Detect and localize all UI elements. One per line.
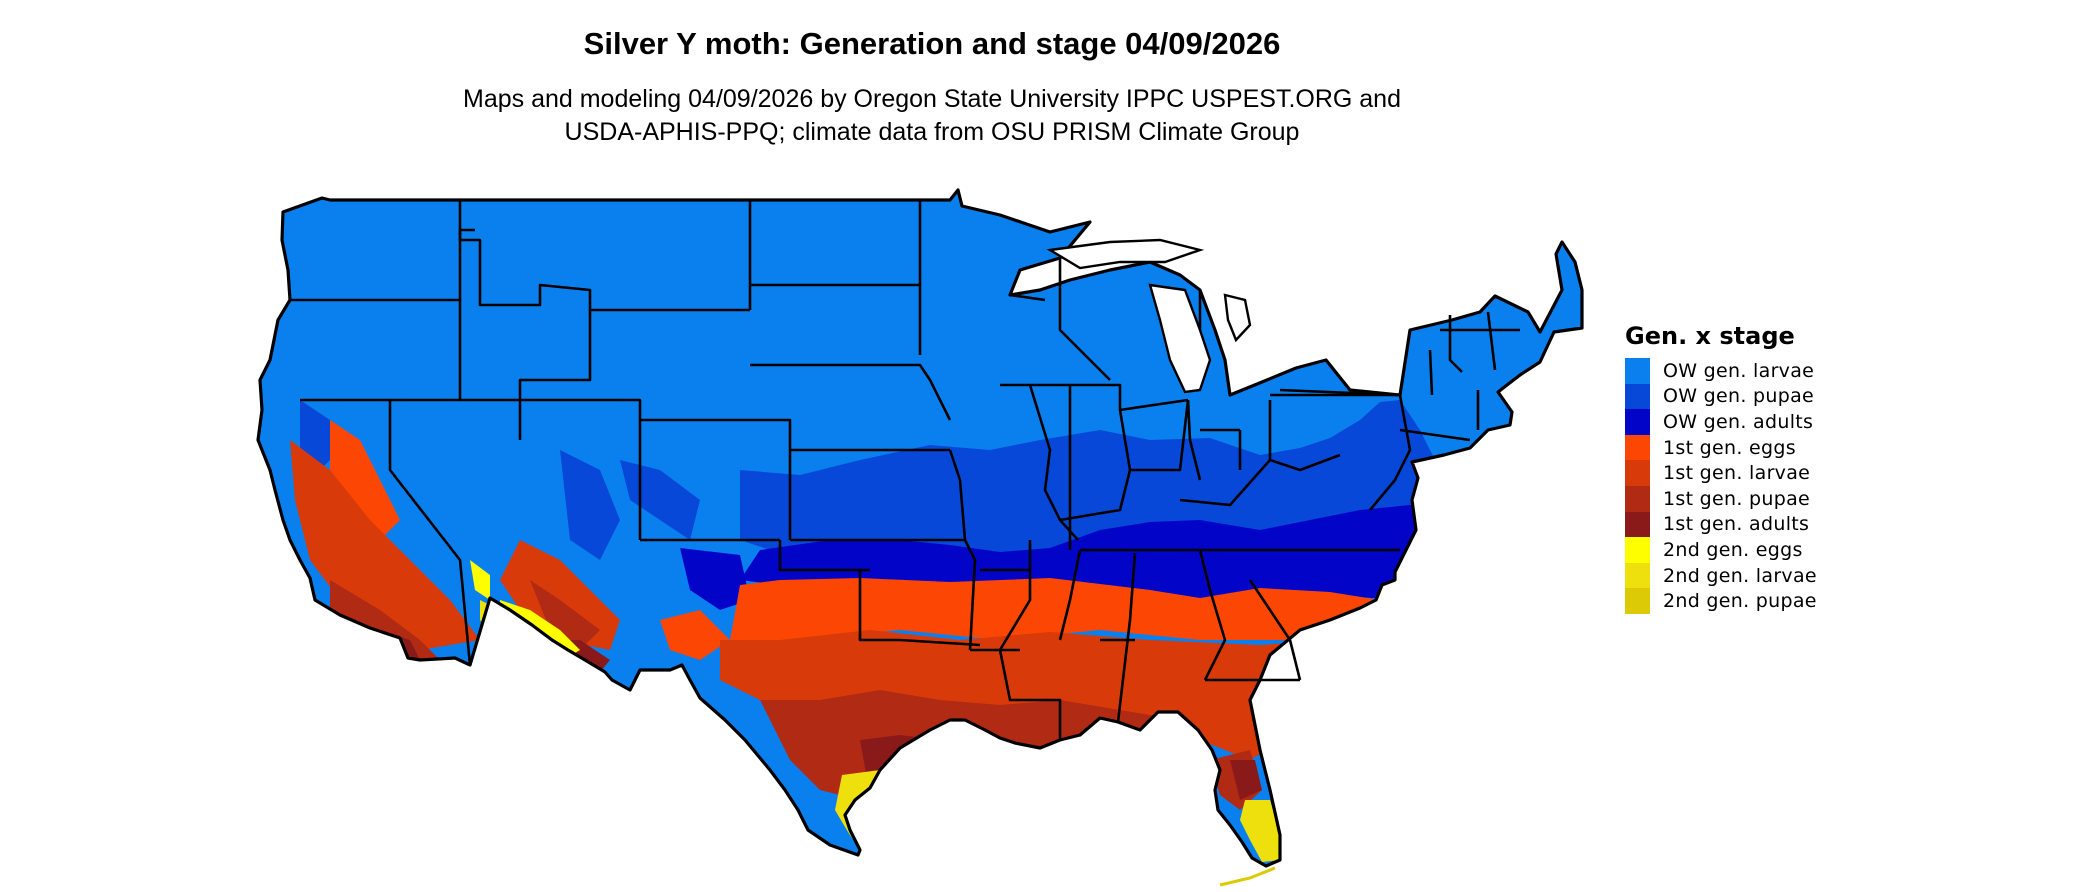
legend-swatch bbox=[1625, 358, 1650, 384]
zone-2nd-pupae bbox=[1250, 870, 1285, 888]
subtitle-line-1: Maps and modeling 04/09/2026 by Oregon S… bbox=[463, 85, 1401, 113]
zone-ow-adults bbox=[300, 460, 1480, 610]
legend-item: 2nd gen. larvae bbox=[1625, 562, 1817, 589]
legend-label: OW gen. larvae bbox=[1663, 359, 1815, 382]
legend-item: 1st gen. eggs bbox=[1625, 434, 1817, 461]
legend-item: 1st gen. adults bbox=[1625, 511, 1817, 538]
legend-label: 1st gen. pupae bbox=[1663, 487, 1811, 510]
legend-item: 2nd gen. pupae bbox=[1625, 588, 1817, 614]
zone-1st-larvae bbox=[290, 440, 1380, 760]
stage-legend: Gen. x stage OW gen. larvae OW gen. pupae… bbox=[1625, 322, 1817, 614]
legend-item: 1st gen. larvae bbox=[1625, 460, 1817, 486]
legend-title: Gen. x stage bbox=[1625, 322, 1795, 350]
stage-zones bbox=[258, 190, 1582, 888]
legend-label: 1st gen. adults bbox=[1663, 513, 1810, 536]
legend-swatch bbox=[1625, 562, 1650, 589]
great-lakes bbox=[1046, 238, 1252, 394]
zone-1st-eggs bbox=[330, 420, 1420, 660]
map-subtitle: Maps and modeling 04/09/2026 by Oregon S… bbox=[0, 83, 1864, 149]
legend-label: 2nd gen. eggs bbox=[1663, 538, 1803, 561]
legend-item: 1st gen. pupae bbox=[1625, 485, 1817, 512]
legend-item: OW gen. larvae bbox=[1625, 358, 1817, 384]
lake-huron bbox=[1223, 293, 1252, 343]
lake-superior bbox=[1046, 238, 1205, 270]
zone-ow-pupae bbox=[300, 400, 1440, 560]
legend-swatch bbox=[1625, 588, 1650, 614]
legend-item: OW gen. adults bbox=[1625, 409, 1817, 435]
legend-label: 2nd gen. larvae bbox=[1663, 564, 1817, 587]
legend-swatch bbox=[1625, 485, 1650, 512]
legend-label: OW gen. adults bbox=[1663, 410, 1814, 433]
legend-swatch bbox=[1625, 434, 1650, 461]
legend-swatch bbox=[1625, 409, 1650, 435]
map-title: Silver Y moth: Generation and stage 04/0… bbox=[583, 26, 1281, 61]
legend-item: 2nd gen. eggs bbox=[1625, 537, 1817, 563]
legend-swatch bbox=[1625, 383, 1650, 410]
state-boundaries bbox=[290, 200, 1520, 740]
legend-label: OW gen. pupae bbox=[1663, 385, 1815, 408]
legend-label: 1st gen. eggs bbox=[1663, 436, 1796, 459]
legend-items: OW gen. larvae OW gen. pupae OW gen. adult… bbox=[1625, 358, 1817, 614]
legend-swatch bbox=[1625, 460, 1650, 486]
legend-item: OW gen. pupae bbox=[1625, 383, 1817, 410]
subtitle-line-2: USDA-APHIS-PPQ; climate data from OSU PR… bbox=[564, 118, 1300, 146]
legend-label: 2nd gen. pupae bbox=[1663, 590, 1817, 613]
lake-michigan bbox=[1148, 283, 1212, 394]
legend-swatch bbox=[1625, 511, 1650, 538]
legend-swatch bbox=[1625, 537, 1650, 563]
legend-label: 1st gen. larvae bbox=[1663, 462, 1811, 485]
zone-2nd-eggs bbox=[470, 560, 580, 662]
florida-keys bbox=[1219, 866, 1276, 887]
